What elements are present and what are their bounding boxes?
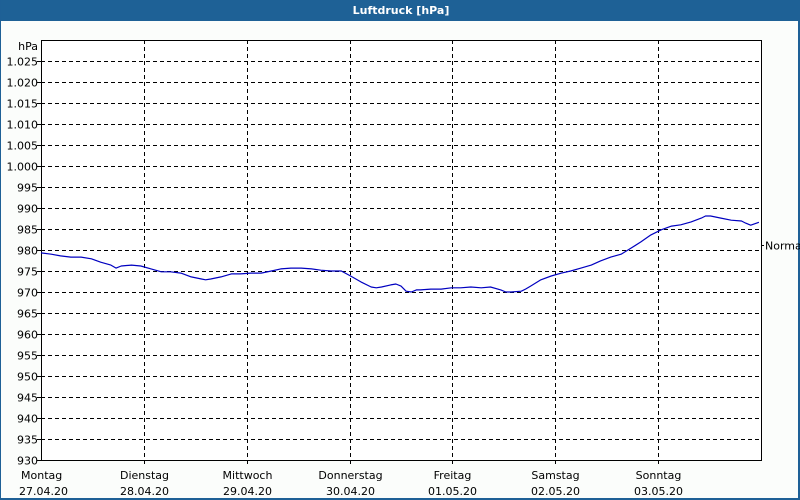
y-tick-label: 980 [17,245,38,258]
x-tick-day-label: Freitag [434,469,472,482]
y-tick-label: 950 [17,371,38,384]
x-tick-day-label: Montag [21,469,62,482]
y-tick-label: 990 [17,203,38,216]
y-tick-label: 935 [17,434,38,447]
x-tick-date-label: 30.04.20 [326,485,375,498]
y-tick-label: 1.000 [7,161,39,174]
normal-marker-label: Normal [765,240,800,253]
x-tick-date-label: 29.04.20 [223,485,272,498]
y-tick-label: 1.020 [7,77,39,90]
y-tick-label: 1.010 [7,119,39,132]
x-tick-date-label: 02.05.20 [531,485,580,498]
x-tick-date-label: 28.04.20 [120,485,169,498]
y-tick-label: 940 [17,413,38,426]
x-tick-day-label: Sonntag [636,469,682,482]
y-tick-label: 945 [17,392,38,405]
y-tick-label: 955 [17,350,38,363]
y-tick-label: 975 [17,266,38,279]
y-tick-label: 960 [17,329,38,342]
x-tick-date-label: 27.04.20 [19,485,68,498]
x-tick-day-label: Mittwoch [223,469,273,482]
x-tick-date-label: 03.05.20 [634,485,683,498]
y-tick-label: 1.025 [7,56,39,69]
y-tick-label: 985 [17,224,38,237]
plot-frame [41,40,762,461]
x-tick-date-label: 01.05.20 [428,485,477,498]
y-tick-label: 1.005 [7,140,39,153]
y-tick-label: 965 [17,308,38,321]
x-tick-day-label: Donnerstag [318,469,382,482]
y-axis-unit-label: hPa [18,40,38,53]
y-tick-label: 930 [17,455,38,468]
chart-title: Luftdruck [hPa] [1,0,800,21]
pressure-series-line [40,215,760,293]
x-tick-day-label: Samstag [531,469,579,482]
y-tick-label: 1.015 [7,98,39,111]
y-tick-label: 995 [17,182,38,195]
y-tick-label: 970 [17,287,38,300]
x-tick-day-label: Dienstag [120,469,169,482]
